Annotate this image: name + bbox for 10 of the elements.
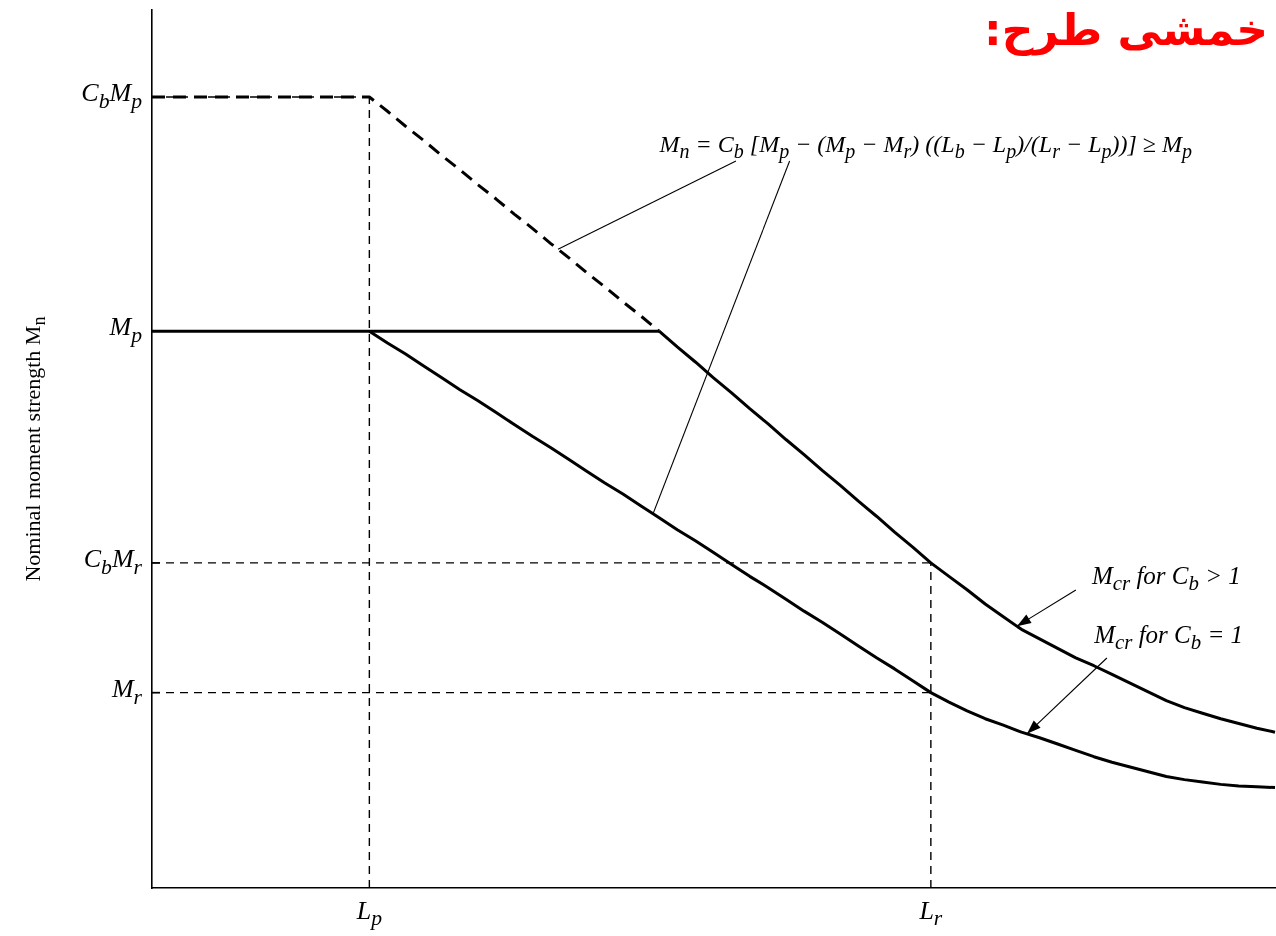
- ref-line-label: M$_{r}$: [111, 674, 142, 711]
- annotation: M$_{cr}$ for C$_{b}$ = 1: [1094, 620, 1244, 657]
- annotation: M$_{cr}$ for C$_{b}$ > 1: [1091, 560, 1241, 597]
- ref-line-label: M$_{p}$: [109, 312, 142, 349]
- chart-title: خمشی طرح:: [984, 3, 1268, 58]
- x-tick-label: L$_{r}$: [919, 896, 943, 933]
- ref-line-label: C$_{b}$M$_{r}$: [83, 544, 142, 581]
- x-tick-label: L$_{p}$: [356, 896, 382, 933]
- ref-line-label: C$_{b}$M$_{p}$: [81, 78, 142, 115]
- text: M$_{n}$ = C$_{b}$ [M$_{p}$ − (M$_{p}$ − M$_{r}$) ((L$_{b}$ − L$_{p}$)/(L$_{r}$ − L$_{p}$))] ≥ M$_{p}$: [659, 130, 1193, 162]
